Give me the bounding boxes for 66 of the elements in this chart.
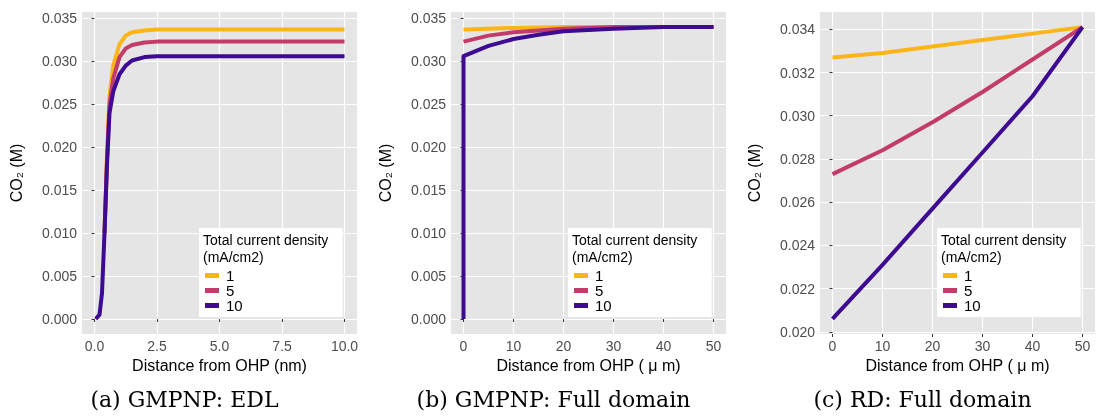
- legend-title: Total current density (mA/cm2): [941, 231, 1071, 265]
- y-tick-label: 0.030: [41, 53, 78, 70]
- x-tick-label: 50: [705, 338, 722, 354]
- line-series: [830, 25, 1085, 60]
- line-series: [830, 25, 1085, 321]
- y-tick-label: 0.026: [779, 194, 816, 211]
- y-tick-label: 0.010: [410, 225, 447, 242]
- line-series: [461, 25, 716, 321]
- legend-label: 5: [226, 282, 235, 299]
- y-tick-label: 0.000: [41, 310, 78, 327]
- legend-label: 1: [226, 267, 235, 284]
- y-axis-title: CO₂ (M): [745, 143, 763, 203]
- x-tick-label: 5.0: [209, 338, 230, 354]
- x-tick-label: 0: [459, 338, 468, 354]
- x-tick-label: 30: [605, 338, 622, 354]
- y-axis-title: CO₂ (M): [7, 143, 25, 203]
- x-tick-label: 50: [1074, 338, 1091, 354]
- legend-title: Total current density (mA/cm2): [572, 231, 702, 265]
- legend-label: 5: [964, 282, 973, 299]
- line-series: [93, 54, 347, 321]
- y-tick-label: 0.035: [410, 10, 447, 27]
- y-tick-label: 0.025: [410, 96, 447, 113]
- y-tick-label: 0.020: [410, 139, 447, 156]
- y-tick-label: 0.024: [779, 237, 816, 254]
- y-tick-label: 0.035: [41, 10, 78, 27]
- legend-label: 1: [964, 267, 973, 284]
- x-tick-label: 40: [1024, 338, 1041, 354]
- y-tick-label: 0.015: [41, 182, 78, 199]
- x-axis-title: Distance from OHP ( μ m): [496, 357, 681, 375]
- y-tick-label: 0.010: [41, 225, 78, 242]
- x-tick-label: 0.0: [84, 338, 105, 354]
- text: (a) GMPNP: EDL: [90, 386, 279, 412]
- x-tick-label: 40: [655, 338, 672, 354]
- y-tick-label: 0.030: [779, 107, 816, 124]
- text: (b) GMPNP: Full domain: [416, 386, 691, 412]
- y-tick-label: 0.000: [410, 310, 447, 327]
- x-tick-label: 10: [874, 338, 891, 354]
- y-tick-label: 0.032: [779, 64, 816, 81]
- y-tick-label: 0.025: [41, 96, 78, 113]
- text: (c) RD: Full domain: [813, 386, 1032, 412]
- y-tick-label: 0.005: [41, 268, 78, 285]
- x-tick-label: 7.5: [272, 338, 292, 354]
- y-tick-label: 0.020: [41, 139, 78, 156]
- y-tick-label: 0.030: [410, 53, 447, 70]
- legend-label: 1: [595, 267, 604, 284]
- x-tick-label: 10.0: [330, 338, 359, 354]
- y-tick-label: 0.028: [779, 150, 816, 167]
- y-tick-label: 0.034: [779, 21, 816, 38]
- x-tick-label: 10: [505, 338, 522, 354]
- x-tick-label: 30: [974, 338, 991, 354]
- x-axis-title: Distance from OHP ( μ m): [865, 357, 1050, 375]
- legend-label: 10: [595, 297, 612, 314]
- x-axis-title: Distance from OHP (nm): [132, 357, 307, 375]
- y-tick-label: 0.015: [410, 182, 447, 199]
- legend-label: 10: [226, 297, 243, 314]
- y-tick-label: 0.005: [410, 268, 447, 285]
- legend-title: Total current density (mA/cm2): [203, 231, 333, 265]
- y-tick-label: 0.022: [779, 280, 816, 297]
- x-tick-label: 20: [555, 338, 572, 354]
- legend-label: 5: [595, 282, 604, 299]
- x-tick-label: 20: [924, 338, 941, 354]
- x-tick-label: 0: [828, 338, 837, 354]
- x-tick-label: 2.5: [147, 338, 167, 354]
- y-tick-label: 0.020: [779, 323, 816, 340]
- y-axis-title: CO₂ (M): [376, 143, 394, 203]
- legend-label: 10: [964, 297, 981, 314]
